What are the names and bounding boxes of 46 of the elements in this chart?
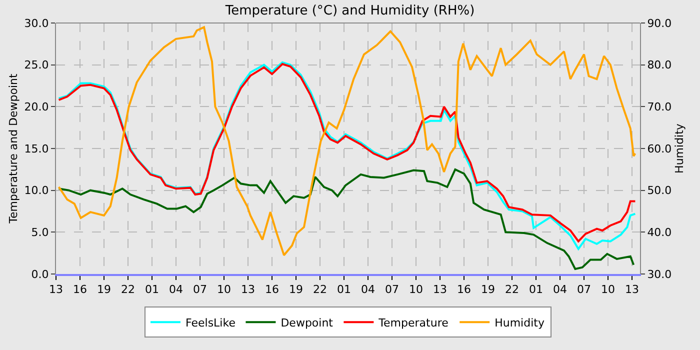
x-tick-label: 01 <box>145 283 159 296</box>
y2-tick-label: 30.0 <box>647 268 672 281</box>
y2-tick-label: 70.0 <box>647 100 672 114</box>
x-tick-label: 01 <box>529 283 543 296</box>
y-tick-label: 25.0 <box>24 58 49 72</box>
x-tick-label: 13 <box>433 283 447 296</box>
x-tick-label: 04 <box>553 283 567 296</box>
y-tick-label: 10.0 <box>24 184 49 198</box>
x-tick-label: 10 <box>409 283 423 296</box>
y-tick-label: 0.0 <box>31 268 49 281</box>
x-tick-label: 04 <box>169 283 183 296</box>
x-tick-label: 10 <box>601 283 615 296</box>
x-tick-label: 16 <box>265 283 279 296</box>
x-tick-label: 19 <box>97 283 111 296</box>
x-tick-label: 22 <box>505 283 519 296</box>
y2-tick-label: 80.0 <box>647 58 672 72</box>
chart-title: Temperature (°C) and Humidity (RH%) <box>224 3 475 18</box>
y-tick-label: 15.0 <box>24 142 49 156</box>
x-tick-label: 16 <box>73 283 87 296</box>
y-tick-label: 30.0 <box>24 16 49 30</box>
x-tick-label: 22 <box>313 283 327 296</box>
x-tick-label: 07 <box>193 283 207 296</box>
x-tick-label: 10 <box>217 283 231 296</box>
y-tick-label: 5.0 <box>31 226 49 240</box>
x-tick-label: 07 <box>385 283 399 296</box>
x-tick-label: 13 <box>625 283 639 296</box>
y-axis-title: Temperature and Dewpoint <box>6 72 20 224</box>
x-tick-label: 01 <box>337 283 351 296</box>
y-tick-label: 20.0 <box>24 100 49 114</box>
y2-tick-label: 40.0 <box>647 226 672 240</box>
y2-tick-label: 50.0 <box>647 184 672 198</box>
y2-tick-label: 90.0 <box>647 16 672 30</box>
x-tick-label: 16 <box>457 283 471 296</box>
x-tick-label: 04 <box>361 283 375 296</box>
legend-label: Temperature <box>378 316 449 330</box>
x-tick-label: 22 <box>121 283 135 296</box>
x-tick-label: 07 <box>577 283 591 296</box>
x-tick-label: 13 <box>49 283 63 296</box>
x-tick-label: 19 <box>289 283 303 296</box>
legend-label: Dewpoint <box>280 316 334 330</box>
x-tick-label: 13 <box>241 283 255 296</box>
y2-axis-title: Humidity <box>672 123 686 174</box>
y2-tick-label: 60.0 <box>647 142 672 156</box>
legend-label: Humidity <box>494 316 545 330</box>
x-tick-label: 19 <box>481 283 495 296</box>
legend-label: FeelsLike <box>186 316 236 330</box>
